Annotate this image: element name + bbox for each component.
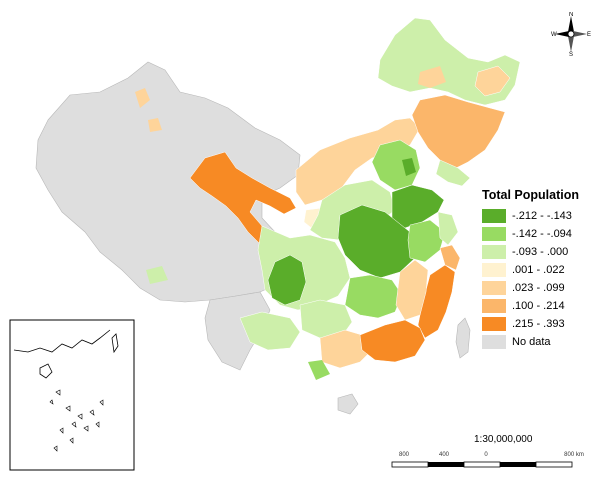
region-guangdong	[359, 319, 426, 363]
region-east-peach	[439, 244, 461, 271]
region-xj-patch2	[148, 118, 162, 132]
legend-title: Total Population	[482, 188, 579, 202]
inset-coastline	[13, 329, 111, 353]
legend-item: -.142 - -.094	[482, 225, 600, 243]
region-hainan	[337, 393, 359, 415]
inset-taiwan	[111, 333, 119, 354]
legend-label: No data	[512, 336, 551, 348]
legend-label: -.212 - -.143	[512, 210, 572, 222]
region-nodata-west	[35, 61, 301, 303]
region-hunan	[344, 274, 403, 319]
region-jiangxi	[395, 259, 429, 321]
scale-tick-400: 400	[438, 452, 450, 458]
legend-label: -.142 - -.094	[512, 228, 572, 240]
legend-item: .100 - .214	[482, 297, 600, 315]
legend-label: .100 - .214	[512, 300, 565, 312]
legend-item: -.093 - .000	[482, 243, 600, 261]
legend-swatch	[482, 245, 506, 259]
legend-swatch	[482, 263, 506, 277]
scale-tick-800-km: 800 km	[564, 452, 584, 458]
legend-label: .023 - .099	[512, 282, 565, 294]
region-jiangsu	[437, 211, 459, 246]
inset-frame	[9, 319, 135, 471]
region-ne-peach2	[418, 66, 446, 88]
north-label-n: N	[569, 12, 573, 18]
legend-swatch	[482, 335, 506, 349]
legend-swatch	[482, 281, 506, 295]
legend-swatch	[482, 209, 506, 223]
legend-item: No data	[482, 333, 600, 351]
inset-hainan	[39, 363, 53, 379]
scale-bar	[391, 461, 573, 468]
region-ne-green	[435, 159, 471, 187]
north-label-s: S	[569, 52, 573, 56]
region-shandong	[391, 184, 445, 229]
legend-item: -.212 - -.143	[482, 207, 600, 225]
legend-swatch	[482, 317, 506, 331]
region-anhui	[407, 219, 446, 263]
region-south-green	[239, 311, 301, 351]
region-henan-hubei	[337, 204, 421, 279]
legend-item: .001 - .022	[482, 261, 600, 279]
region-xj-patch	[135, 88, 150, 108]
region-xj-patch3	[146, 266, 168, 284]
scale-tick-0: 0	[484, 452, 488, 458]
scale-tick-800-left: 800	[398, 452, 410, 458]
north-label-w: W	[551, 32, 557, 38]
region-ne-peach	[474, 65, 511, 97]
scale-ratio: 1:30,000,000	[474, 434, 533, 445]
region-guangxi	[319, 329, 373, 369]
legend-swatch	[482, 227, 506, 241]
legend-label: .215 - .393	[512, 318, 565, 330]
north-label-e: E	[587, 32, 591, 38]
region-gansu	[189, 151, 297, 245]
region-taiwan	[455, 317, 471, 359]
map-legend: Total Population -.212 - -.143 -.142 - -.…	[482, 188, 600, 351]
legend-item: .023 - .099	[482, 279, 600, 297]
inset-islands	[49, 389, 104, 452]
region-nodata-southwest	[204, 291, 271, 371]
north-arrow: N S W E	[551, 12, 591, 58]
region-yunnan-south	[308, 360, 330, 380]
region-west-sichuan	[267, 254, 307, 306]
region-jilin-liaoning	[411, 94, 506, 171]
legend-label: -.093 - .000	[512, 246, 569, 258]
region-beijing	[402, 158, 416, 176]
legend-label: .001 - .022	[512, 264, 565, 276]
legend-swatch	[482, 299, 506, 313]
region-guizhou	[299, 299, 353, 339]
legend-item: .215 - .393	[482, 315, 600, 333]
